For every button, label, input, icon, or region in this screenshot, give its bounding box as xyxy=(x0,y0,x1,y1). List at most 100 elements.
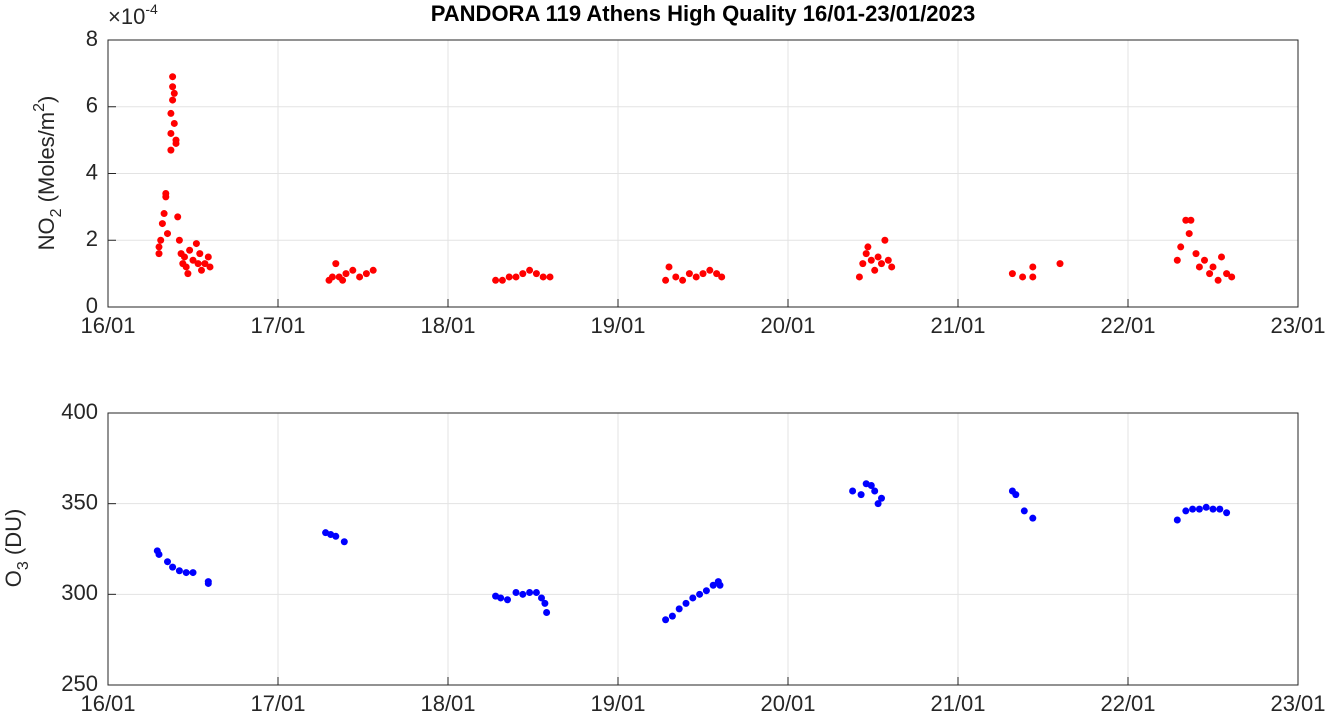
data-point xyxy=(504,596,511,604)
data-point xyxy=(855,273,863,281)
data-point xyxy=(1029,514,1037,522)
data-point xyxy=(497,594,505,602)
y-tick-label: 0 xyxy=(86,293,98,318)
data-point xyxy=(1012,491,1020,499)
data-point xyxy=(718,273,726,281)
data-point xyxy=(1223,509,1231,517)
data-point xyxy=(862,250,870,258)
data-point xyxy=(849,487,857,495)
data-point xyxy=(189,569,197,577)
y-tick-label: 400 xyxy=(61,399,98,424)
data-point xyxy=(167,146,175,154)
x-tick-label: 18/01 xyxy=(420,691,475,716)
data-point xyxy=(665,263,673,271)
chart-title: PANDORA 119 Athens High Quality 16/01-23… xyxy=(431,1,976,26)
x-tick-label: 20/01 xyxy=(760,691,815,716)
x-tick-label: 21/01 xyxy=(930,691,985,716)
data-point xyxy=(1185,230,1193,238)
data-point xyxy=(1216,505,1224,513)
data-point xyxy=(1209,505,1217,513)
data-point xyxy=(206,263,214,271)
y-axis-label-part: O xyxy=(1,570,26,587)
data-point xyxy=(181,253,188,261)
x-tick-label: 22/01 xyxy=(1100,691,1155,716)
data-point xyxy=(169,563,177,571)
data-point xyxy=(716,581,724,589)
data-point xyxy=(874,500,882,508)
data-point xyxy=(1214,276,1222,284)
data-point xyxy=(675,605,683,613)
data-point xyxy=(696,590,704,598)
data-point xyxy=(172,139,180,147)
data-point xyxy=(170,89,178,97)
y-axis-label-part: (DU) xyxy=(1,509,26,562)
axes-box xyxy=(107,39,1299,308)
data-point xyxy=(356,273,364,281)
data-point xyxy=(1177,243,1185,251)
data-point xyxy=(192,240,200,248)
data-point xyxy=(512,589,520,597)
data-point xyxy=(184,270,192,278)
x-tick-label: 16/01 xyxy=(80,691,135,716)
data-point xyxy=(505,273,513,281)
x-tick-label: 20/01 xyxy=(760,313,815,338)
axes-box xyxy=(107,412,1299,686)
data-point xyxy=(167,109,175,117)
data-point xyxy=(864,243,872,251)
data-point xyxy=(526,266,534,274)
data-point xyxy=(1202,503,1210,511)
x-tick-label: 19/01 xyxy=(590,313,645,338)
data-point xyxy=(186,246,194,254)
data-point xyxy=(189,256,197,264)
y-tick-label: 250 xyxy=(61,671,98,696)
data-point xyxy=(713,270,721,278)
x-tick-label: 17/01 xyxy=(250,313,305,338)
data-point xyxy=(543,608,551,616)
data-point xyxy=(532,270,540,278)
data-point xyxy=(169,73,177,81)
data-point xyxy=(498,276,506,284)
data-point xyxy=(196,250,204,258)
data-point xyxy=(170,119,178,127)
data-point xyxy=(682,599,690,607)
data-point xyxy=(1008,270,1016,278)
x-tick-label: 16/01 xyxy=(80,313,135,338)
data-point xyxy=(1201,256,1208,264)
data-point xyxy=(1187,216,1195,224)
data-point xyxy=(679,276,687,284)
data-point xyxy=(175,236,183,244)
data-point xyxy=(857,491,865,499)
y-tick-label: 2 xyxy=(86,226,98,251)
data-point xyxy=(1206,270,1214,278)
data-point xyxy=(204,579,212,587)
x-tick-label: 22/01 xyxy=(1100,313,1155,338)
data-point xyxy=(158,220,166,228)
y-axis-label-part: 2 xyxy=(48,208,65,217)
data-point xyxy=(182,263,190,271)
y-tick-label: 4 xyxy=(86,159,98,184)
data-point xyxy=(874,253,882,261)
data-point xyxy=(164,558,171,566)
data-point xyxy=(878,260,885,268)
y-axis-label-part: ) xyxy=(34,96,59,103)
y-axis-label: O3 (DU) xyxy=(1,509,32,588)
y-tick-label: 8 xyxy=(86,26,98,51)
data-point xyxy=(332,532,340,540)
data-point xyxy=(340,538,348,546)
data-point xyxy=(519,590,527,598)
data-point xyxy=(706,266,714,274)
x-tick-label: 23/01 xyxy=(1270,313,1325,338)
multiplier-exponent: -4 xyxy=(145,1,158,17)
data-point xyxy=(1056,260,1064,268)
data-point xyxy=(699,270,707,278)
data-point xyxy=(339,276,347,284)
data-point xyxy=(160,210,168,218)
data-point xyxy=(689,594,697,602)
data-point xyxy=(662,616,670,624)
data-point xyxy=(1182,216,1190,224)
data-point xyxy=(1189,505,1197,513)
data-point xyxy=(878,494,885,502)
data-point xyxy=(1173,516,1181,524)
data-point xyxy=(1182,507,1190,515)
